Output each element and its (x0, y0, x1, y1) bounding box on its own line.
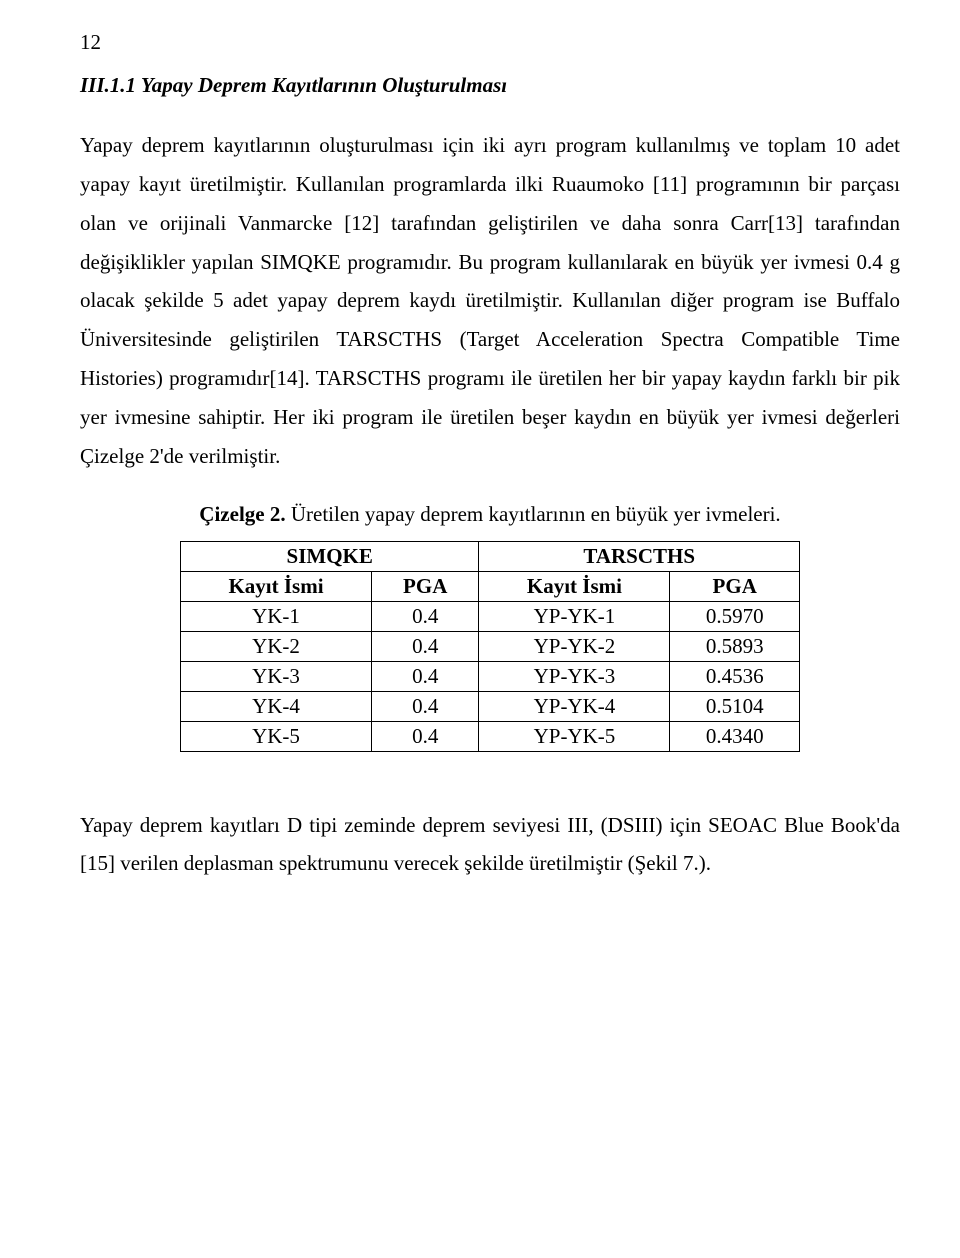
table-cell: 0.5970 (670, 601, 800, 631)
table-row: YK-3 0.4 YP-YK-3 0.4536 (181, 661, 800, 691)
page-container: 12 III.1.1 Yapay Deprem Kayıtlarının Olu… (0, 0, 960, 1258)
table-row: YK-5 0.4 YP-YK-5 0.4340 (181, 721, 800, 751)
group-header-simqke: SIMQKE (181, 541, 479, 571)
page-number: 12 (80, 30, 900, 55)
col-header: PGA (371, 571, 478, 601)
table-caption: Çizelge 2. Üretilen yapay deprem kayıtla… (80, 502, 900, 527)
table-col-header-row: Kayıt İsmi PGA Kayıt İsmi PGA (181, 571, 800, 601)
table-caption-text: Üretilen yapay deprem kayıtlarının en bü… (286, 502, 781, 526)
table-cell: YK-2 (181, 631, 372, 661)
section-subheading: III.1.1 Yapay Deprem Kayıtlarının Oluştu… (80, 73, 900, 98)
table-cell: YK-4 (181, 691, 372, 721)
table-cell: 0.5893 (670, 631, 800, 661)
table-cell: 0.5104 (670, 691, 800, 721)
table-group-header-row: SIMQKE TARSCTHS (181, 541, 800, 571)
table-cell: YK-1 (181, 601, 372, 631)
table-cell: YP-YK-1 (479, 601, 670, 631)
paragraph-1: Yapay deprem kayıtlarının oluşturulması … (80, 126, 900, 476)
data-table: SIMQKE TARSCTHS Kayıt İsmi PGA Kayıt İsm… (180, 541, 800, 752)
paragraph-2: Yapay deprem kayıtları D tipi zeminde de… (80, 806, 900, 884)
table-cell: YP-YK-3 (479, 661, 670, 691)
col-header: Kayıt İsmi (181, 571, 372, 601)
table-row: YK-2 0.4 YP-YK-2 0.5893 (181, 631, 800, 661)
table-cell: YP-YK-4 (479, 691, 670, 721)
table-cell: YP-YK-2 (479, 631, 670, 661)
table-cell: 0.4 (371, 601, 478, 631)
table-cell: YP-YK-5 (479, 721, 670, 751)
table-row: YK-4 0.4 YP-YK-4 0.5104 (181, 691, 800, 721)
table-cell: 0.4340 (670, 721, 800, 751)
col-header: Kayıt İsmi (479, 571, 670, 601)
table-cell: 0.4 (371, 631, 478, 661)
table-cell: 0.4 (371, 661, 478, 691)
table-cell: 0.4 (371, 721, 478, 751)
table-row: YK-1 0.4 YP-YK-1 0.5970 (181, 601, 800, 631)
col-header: PGA (670, 571, 800, 601)
table-caption-label: Çizelge 2. (199, 502, 285, 526)
table-cell: YK-5 (181, 721, 372, 751)
group-header-tarscths: TARSCTHS (479, 541, 800, 571)
table-cell: 0.4536 (670, 661, 800, 691)
table-cell: 0.4 (371, 691, 478, 721)
table-cell: YK-3 (181, 661, 372, 691)
